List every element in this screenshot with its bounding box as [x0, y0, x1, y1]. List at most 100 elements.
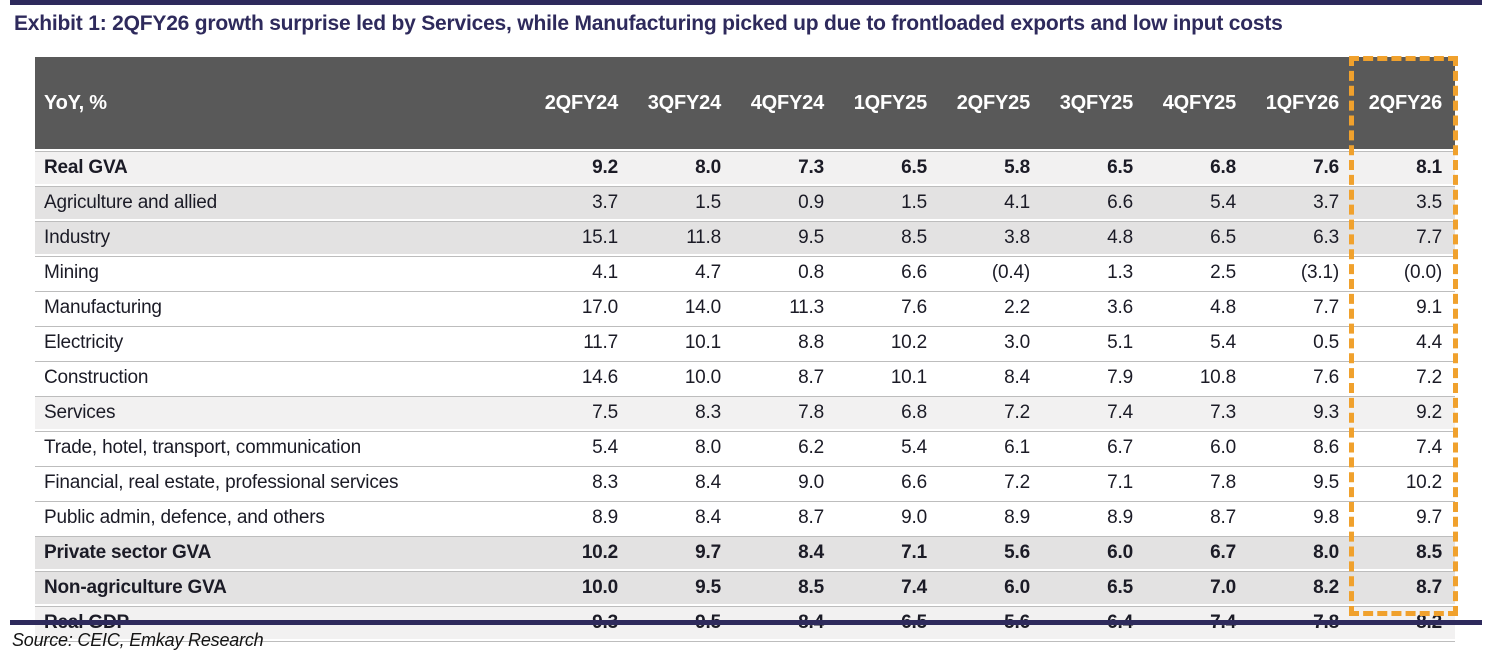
table-row: Financial, real estate, professional ser… — [35, 466, 1455, 501]
row-label: Manufacturing — [35, 291, 528, 326]
cell-value: 8.9 — [528, 501, 631, 536]
cell-value: 11.7 — [528, 326, 631, 361]
cell-value: 6.2 — [734, 431, 837, 466]
cell-value: 9.5 — [1249, 466, 1352, 501]
cell-value: 9.3 — [1249, 396, 1352, 431]
cell-value: 10.0 — [528, 571, 631, 606]
cell-value: 7.4 — [1352, 431, 1455, 466]
bottom-divider-rule — [10, 620, 1482, 625]
cell-value: 4.1 — [940, 186, 1043, 221]
cell-value: 10.1 — [837, 361, 940, 396]
cell-value: 3.6 — [1043, 291, 1146, 326]
cell-value: 11.3 — [734, 291, 837, 326]
cell-value: 7.8 — [1146, 466, 1249, 501]
cell-value: 8.7 — [1352, 571, 1455, 606]
cell-value: (3.1) — [1249, 256, 1352, 291]
cell-value: 9.7 — [1352, 501, 1455, 536]
cell-value: 8.9 — [1043, 501, 1146, 536]
cell-value: 8.3 — [528, 466, 631, 501]
table-row: Private sector GVA 10.2 9.7 8.4 7.1 5.6 6.0 6.7… — [35, 536, 1455, 571]
table-row: Trade, hotel, transport, communication 5.… — [35, 431, 1455, 466]
cell-value: 8.5 — [1352, 536, 1455, 571]
cell-value: 10.2 — [837, 326, 940, 361]
cell-value: 8.4 — [940, 361, 1043, 396]
row-label: Private sector GVA — [35, 536, 528, 571]
table-row: Agriculture and allied 3.7 1.5 0.9 1.5 4.1 6.6… — [35, 186, 1455, 221]
cell-value: 6.5 — [1043, 151, 1146, 186]
cell-value: 1.5 — [631, 186, 734, 221]
cell-value: 3.8 — [940, 221, 1043, 256]
cell-value: 8.6 — [1249, 431, 1352, 466]
growth-table: YoY, % 2QFY24 3QFY24 4QFY24 1QFY25 2QFY25 3QF… — [35, 57, 1455, 642]
row-label: Services — [35, 396, 528, 431]
cell-value: 9.7 — [631, 536, 734, 571]
cell-value: 5.8 — [940, 151, 1043, 186]
cell-value: 6.6 — [837, 466, 940, 501]
column-header-2qfy24: 2QFY24 — [528, 57, 631, 151]
cell-value: 7.6 — [837, 291, 940, 326]
cell-value: 8.0 — [631, 431, 734, 466]
row-label: Real GVA — [35, 151, 528, 186]
cell-value: 7.2 — [1352, 361, 1455, 396]
table-row: Mining 4.1 4.7 0.8 6.6 (0.4) 1.3 2.5 (3.1) (0.0) — [35, 256, 1455, 291]
cell-value: 6.5 — [837, 151, 940, 186]
cell-value: 14.6 — [528, 361, 631, 396]
cell-value: 15.1 — [528, 221, 631, 256]
cell-value: 7.9 — [1043, 361, 1146, 396]
cell-value: 17.0 — [528, 291, 631, 326]
cell-value: 3.7 — [1249, 186, 1352, 221]
column-header-3qfy25: 3QFY25 — [1043, 57, 1146, 151]
cell-value: 6.1 — [940, 431, 1043, 466]
cell-value: 8.7 — [734, 361, 837, 396]
cell-value: 8.4 — [631, 501, 734, 536]
cell-value: 7.7 — [1352, 221, 1455, 256]
cell-value: 11.8 — [631, 221, 734, 256]
row-label: Non-agriculture GVA — [35, 571, 528, 606]
cell-value: 8.7 — [1146, 501, 1249, 536]
cell-value: 8.1 — [1352, 151, 1455, 186]
cell-value: 7.3 — [1146, 396, 1249, 431]
cell-value: 9.8 — [1249, 501, 1352, 536]
cell-value: 6.0 — [940, 571, 1043, 606]
cell-value: 10.0 — [631, 361, 734, 396]
column-header-4qfy25: 4QFY25 — [1146, 57, 1249, 151]
corner-header-yoy: YoY, % — [35, 57, 528, 151]
cell-value: 8.0 — [1249, 536, 1352, 571]
cell-value: 7.1 — [837, 536, 940, 571]
cell-value: 7.7 — [1249, 291, 1352, 326]
row-label: Public admin, defence, and others — [35, 501, 528, 536]
row-label: Mining — [35, 256, 528, 291]
cell-value: 6.6 — [1043, 186, 1146, 221]
table-row: Real GVA 9.2 8.0 7.3 6.5 5.8 6.5 6.8 7.6 8.1 — [35, 151, 1455, 186]
cell-value: 6.7 — [1146, 536, 1249, 571]
cell-value: 4.8 — [1146, 291, 1249, 326]
cell-value: 8.2 — [1249, 571, 1352, 606]
row-label: Construction — [35, 361, 528, 396]
cell-value: 6.0 — [1146, 431, 1249, 466]
cell-value: 3.5 — [1352, 186, 1455, 221]
cell-value: 7.4 — [1043, 396, 1146, 431]
cell-value: 5.1 — [1043, 326, 1146, 361]
cell-value: 7.2 — [940, 466, 1043, 501]
cell-value: 7.4 — [837, 571, 940, 606]
cell-value: 9.5 — [734, 221, 837, 256]
cell-value: 8.0 — [631, 151, 734, 186]
cell-value: 5.4 — [1146, 186, 1249, 221]
cell-value: 5.4 — [837, 431, 940, 466]
cell-value: 3.0 — [940, 326, 1043, 361]
row-label: Agriculture and allied — [35, 186, 528, 221]
cell-value: 9.2 — [528, 151, 631, 186]
table-row: Industry 15.1 11.8 9.5 8.5 3.8 4.8 6.5 6.3 7.7 — [35, 221, 1455, 256]
row-label: Industry — [35, 221, 528, 256]
cell-value: 6.6 — [837, 256, 940, 291]
cell-value: 7.5 — [528, 396, 631, 431]
cell-value: 4.4 — [1352, 326, 1455, 361]
cell-value: 7.6 — [1249, 361, 1352, 396]
column-header-1qfy25: 1QFY25 — [837, 57, 940, 151]
cell-value: 8.5 — [734, 571, 837, 606]
cell-value: 9.0 — [837, 501, 940, 536]
cell-value: 8.9 — [940, 501, 1043, 536]
table-row: Electricity 11.7 10.1 8.8 10.2 3.0 5.1 5.4 0.5 4.… — [35, 326, 1455, 361]
cell-value: 9.0 — [734, 466, 837, 501]
